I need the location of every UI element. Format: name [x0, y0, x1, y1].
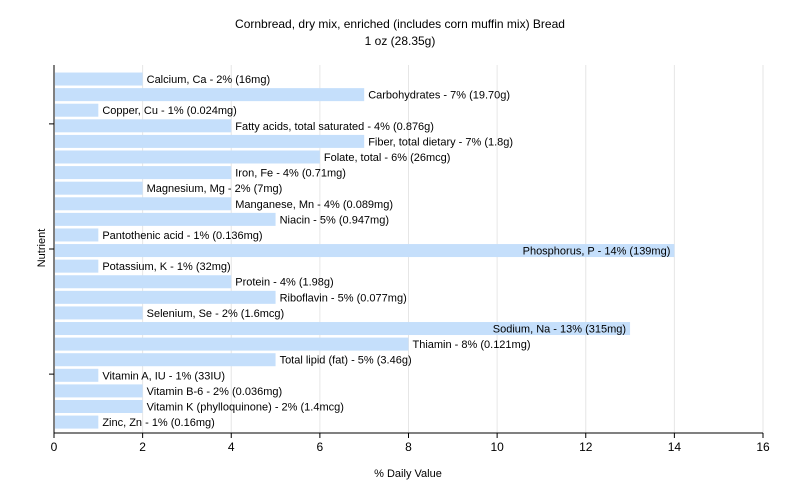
- bar: [55, 88, 365, 102]
- bar-label: Iron, Fe - 4% (0.71mg): [235, 168, 346, 180]
- bar-label: Magnesium, Mg - 2% (7mg): [147, 183, 283, 195]
- x-tick-label: 6: [317, 440, 324, 454]
- bar: [55, 228, 99, 242]
- bar: [55, 197, 232, 211]
- bar: [55, 103, 99, 117]
- bar: [55, 244, 675, 258]
- bar: [55, 337, 409, 351]
- bar-label: Carbohydrates - 7% (19.70g): [368, 90, 510, 102]
- bar-label: Sodium, Na - 13% (315mg): [493, 324, 626, 336]
- bar: [55, 181, 143, 195]
- bar-label: Thiamin - 8% (0.121mg): [413, 339, 531, 351]
- y-axis-label: Nutrient: [36, 229, 48, 268]
- bar: [55, 72, 143, 86]
- bar: [55, 353, 276, 367]
- x-tick-label: 10: [490, 440, 504, 454]
- bar-label: Protein - 4% (1.98g): [235, 277, 333, 289]
- bar-label: Vitamin B-6 - 2% (0.036mg): [147, 386, 283, 398]
- bar-label: Fatty acids, total saturated - 4% (0.876…: [235, 121, 434, 133]
- bar-label: Total lipid (fat) - 5% (3.46g): [280, 355, 412, 367]
- bar: [55, 150, 320, 164]
- bar: [55, 275, 232, 289]
- x-tick-label: 0: [51, 440, 58, 454]
- bar: [55, 119, 232, 133]
- bar: [55, 384, 143, 398]
- x-tick-label: 8: [405, 440, 412, 454]
- bar-label: Niacin - 5% (0.947mg): [280, 214, 389, 226]
- bar-label: Folate, total - 6% (26mcg): [324, 152, 451, 164]
- chart-title: Cornbread, dry mix, enriched (includes c…: [235, 17, 565, 31]
- bar-label: Zinc, Zn - 1% (0.16mg): [102, 417, 214, 429]
- bar-label: Copper, Cu - 1% (0.024mg): [102, 105, 237, 117]
- bar: [55, 212, 276, 226]
- bar: [55, 259, 99, 273]
- bar: [55, 322, 631, 336]
- x-tick-label: 12: [579, 440, 593, 454]
- bar-label: Manganese, Mn - 4% (0.089mg): [235, 199, 393, 211]
- bar: [55, 166, 232, 180]
- bars: Calcium, Ca - 2% (16mg) Carbohydrates - 7…: [55, 72, 675, 429]
- bar-label: Potassium, K - 1% (32mg): [102, 261, 230, 273]
- bar: [55, 306, 143, 320]
- chart-subtitle: 1 oz (28.35g): [365, 34, 436, 48]
- x-tick-label: 16: [756, 440, 770, 454]
- x-axis-label: % Daily Value: [374, 468, 442, 480]
- bar-label: Selenium, Se - 2% (1.6mcg): [147, 308, 285, 320]
- bar: [55, 415, 99, 429]
- x-axis-ticks: 0 2 4 6 8 10 12 14 16: [51, 433, 770, 454]
- x-tick-label: 14: [668, 440, 682, 454]
- x-tick-label: 4: [228, 440, 235, 454]
- bar: [55, 134, 365, 148]
- bar-label: Riboflavin - 5% (0.077mg): [280, 292, 407, 304]
- bar-label: Vitamin K (phylloquinone) - 2% (1.4mcg): [147, 401, 344, 413]
- bar-label: Vitamin A, IU - 1% (33IU): [102, 370, 225, 382]
- bar-label: Calcium, Ca - 2% (16mg): [147, 74, 270, 86]
- bar: [55, 290, 276, 304]
- bar: [55, 399, 143, 413]
- bar-label: Fiber, total dietary - 7% (1.8g): [368, 136, 513, 148]
- bar-label: Pantothenic acid - 1% (0.136mg): [102, 230, 262, 242]
- x-tick-label: 2: [139, 440, 146, 454]
- bar-label: Phosphorus, P - 14% (139mg): [523, 246, 671, 258]
- bar: [55, 368, 99, 382]
